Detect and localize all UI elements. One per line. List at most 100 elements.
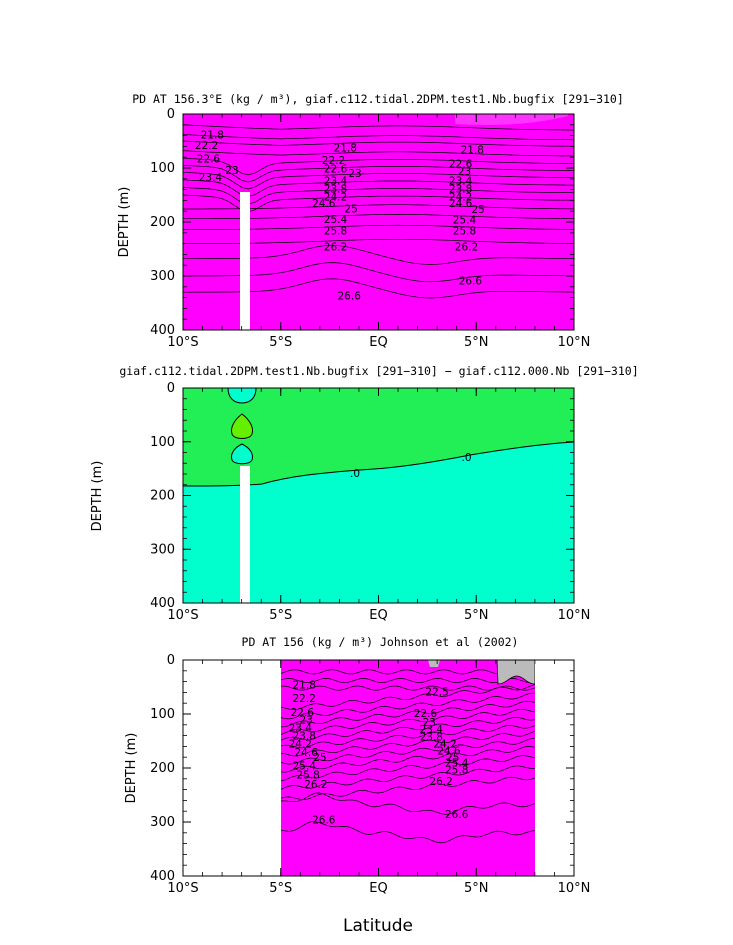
y-tick-label: 300: [150, 269, 175, 284]
contour-label: 25.4: [445, 758, 469, 770]
contour-label: 24.6: [312, 198, 336, 210]
contour-label: 22.2: [322, 155, 345, 167]
panel3-missing-data-small: [428, 660, 440, 667]
y-tick-label: 200: [150, 215, 175, 230]
panel2-title: giaf.c112.tidal.2DPM.test1.Nb.bugfix [29…: [119, 364, 638, 378]
contour-label: 23: [225, 165, 238, 177]
panel3-density-bands: [281, 660, 535, 876]
contour-label: 24.2: [324, 192, 347, 204]
contour-label: 25.4: [453, 214, 477, 226]
contour-line: [183, 134, 574, 141]
y-tick-label: 0: [167, 107, 175, 122]
contour-label: 24.6: [295, 747, 319, 759]
contour-label: 21.8: [201, 130, 224, 142]
contour-label: 25.4: [293, 760, 317, 772]
panel1-title: PD AT 156.3°E (kg / m³), giaf.c112.tidal…: [132, 92, 624, 106]
panel3-contour-lines: [281, 669, 535, 844]
x-tick-label: 10°N: [558, 608, 591, 623]
contour-label: 23: [300, 714, 313, 726]
x-tick-label: EQ: [369, 335, 387, 350]
contour-label: 21.8: [334, 143, 357, 155]
contour-label: 23.4: [420, 724, 444, 736]
y-tick-label: 0: [167, 653, 175, 668]
contour-label: 24.2: [289, 739, 312, 751]
contour-line: [281, 669, 535, 675]
y-tick-label: 400: [150, 596, 175, 611]
contour-line: [281, 684, 535, 711]
contour-label: 26.2: [429, 776, 452, 788]
contour-label: 26.6: [312, 814, 336, 826]
contour-label: 25: [344, 204, 357, 216]
contour-line: [281, 746, 535, 773]
contour-label: 24.6: [437, 746, 461, 758]
contour-label: 26.6: [459, 275, 483, 287]
contour-label: 24.2: [433, 739, 456, 751]
contour-label: 26.2: [324, 241, 347, 253]
contour-label: 22.2: [293, 693, 316, 705]
y-tick-label: 200: [150, 489, 175, 504]
x-axis-label: Latitude: [343, 916, 413, 936]
contour-label: 25: [472, 204, 485, 216]
contour-label: 22.6: [414, 708, 438, 720]
contour-label: 25.4: [324, 214, 348, 226]
x-tick-label: 5°S: [269, 881, 292, 896]
contour-label: 22.6: [197, 153, 221, 165]
x-tick-label: EQ: [369, 608, 387, 623]
panel1-local-highlight: [455, 114, 568, 125]
contour-line: [183, 164, 574, 183]
contour-label: 23.4: [324, 175, 348, 187]
contour-line: [281, 765, 535, 790]
y-tick-label: 100: [150, 435, 175, 450]
contour-label: 25: [313, 752, 326, 764]
contour-line: [281, 692, 535, 720]
y-tick-label: 400: [150, 869, 175, 884]
contour-label: 23.4: [199, 172, 223, 184]
contour-label: 23.8: [420, 732, 443, 744]
contour-line: [183, 150, 574, 157]
contour-label: 23.8: [324, 184, 347, 196]
panel-observed-density: PD AT 156 (kg / m³) Johnson et al (2002)…: [124, 635, 590, 936]
panel2-blob-lower: [231, 443, 253, 465]
panel1-topography-mask: [240, 192, 250, 330]
panel1-axes: 10°S 5°S EQ 5°N 10°N 0 100 200 300 400: [150, 107, 590, 350]
panel3-axes: 10°S 5°S EQ 5°N 10°N 0 100 200 300 400: [150, 653, 590, 896]
panel3-contour-labels: 21.822.222.62323.423.824.224.62525.425.8…: [289, 679, 469, 826]
x-tick-label: EQ: [369, 881, 387, 896]
contour-label: 25.8: [324, 226, 347, 238]
contour-line: [281, 755, 535, 782]
contour-label: 26.6: [445, 809, 469, 821]
x-tick-label: 5°S: [269, 608, 292, 623]
panel3-ylabel: DEPTH (m): [124, 733, 139, 804]
contour-label: 22.5: [425, 686, 448, 698]
y-tick-label: 100: [150, 707, 175, 722]
panel2-blob-middle: [231, 413, 253, 439]
contour-label: 26.2: [304, 779, 327, 791]
contour-line: [281, 792, 535, 815]
contour-label: 25.8: [296, 770, 319, 782]
contour-label: 22.6: [291, 707, 315, 719]
y-tick-label: 300: [150, 815, 175, 830]
contour-label: 24.6: [449, 198, 473, 210]
y-tick-label: 400: [150, 323, 175, 338]
contour-label: 23: [423, 717, 436, 729]
x-tick-label: 5°N: [464, 881, 489, 896]
x-tick-label: 10°N: [558, 335, 591, 350]
contour-label: 24.2: [449, 192, 472, 204]
panel2-topography-mask: [240, 466, 250, 603]
panel1-density-bands: [183, 114, 574, 330]
contour-label: 26.2: [455, 241, 478, 253]
contour-label: 22.6: [449, 159, 473, 171]
contour-label: 23.8: [293, 731, 316, 743]
x-tick-label: 5°N: [464, 608, 489, 623]
contour-label: 25.8: [445, 765, 468, 777]
contour-line: [183, 124, 574, 131]
contour-line: [281, 821, 535, 844]
contour-line: [281, 700, 535, 728]
density-band: [281, 660, 535, 876]
contour-line: [183, 157, 574, 176]
panel-difference: giaf.c112.tidal.2DPM.test1.Nb.bugfix [29…: [90, 364, 639, 623]
x-tick-label: 5°S: [269, 335, 292, 350]
contour-line: [183, 140, 574, 147]
